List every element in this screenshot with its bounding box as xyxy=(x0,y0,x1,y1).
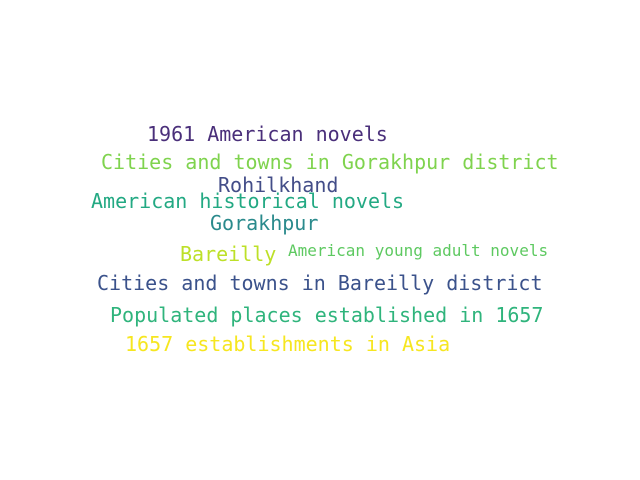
word-cities-towns-bareilly-district: Cities and towns in Bareilly district xyxy=(97,271,543,295)
word-rohilkhand: Rohilkhand xyxy=(218,173,339,197)
word-cities-towns-gorakhpur-district: Cities and towns in Gorakhpur district xyxy=(101,150,559,174)
word-bareilly: Bareilly xyxy=(180,242,277,266)
word-1657-establishments-asia: 1657 establishments in Asia xyxy=(125,332,451,356)
word-american-young-adult-novels: American young adult novels xyxy=(288,241,549,260)
word-american-historical-novels: American historical novels xyxy=(91,189,405,213)
word-populated-places-established-1657: Populated places established in 1657 xyxy=(110,303,544,327)
word-gorakhpur: Gorakhpur xyxy=(210,211,319,235)
word-1961-american-novels: 1961 American novels xyxy=(147,122,388,146)
